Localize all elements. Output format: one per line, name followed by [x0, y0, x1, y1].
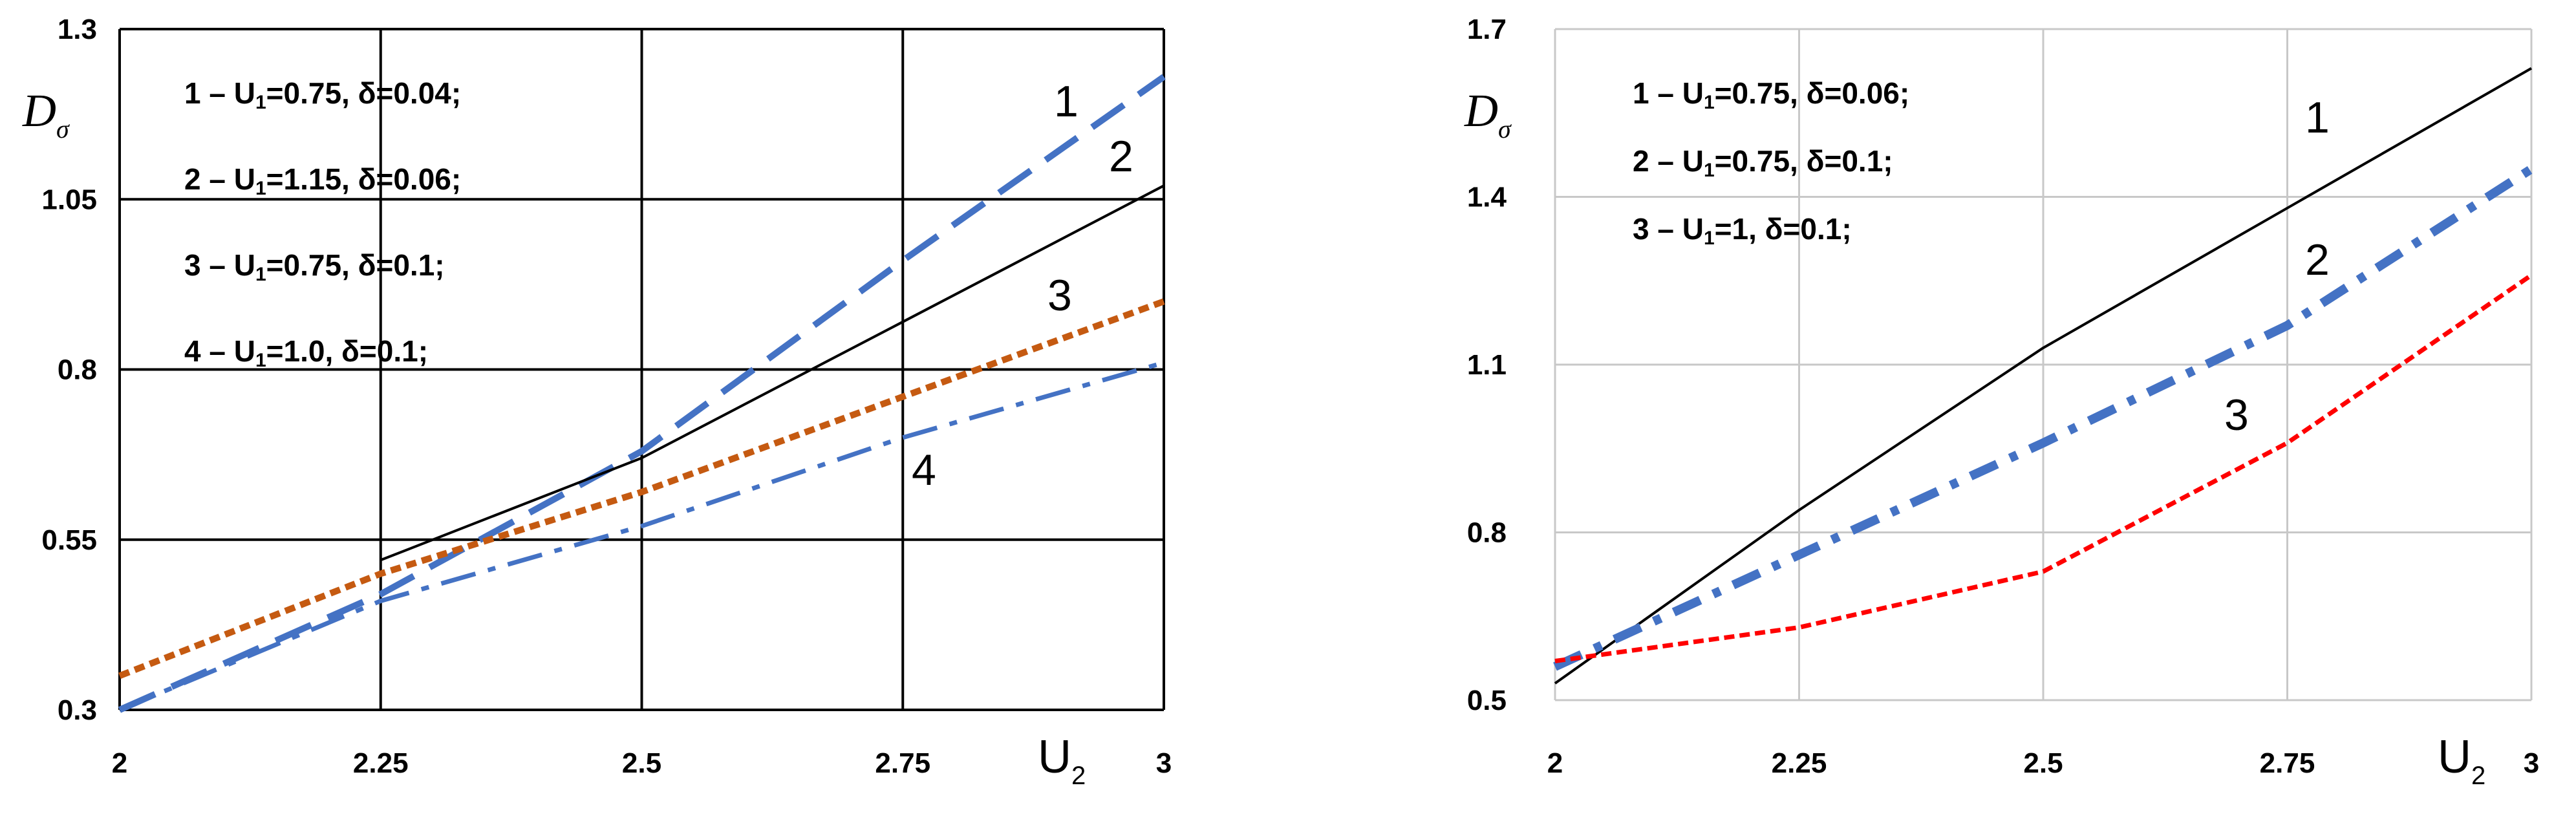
series-2-label: 2 — [1109, 132, 1133, 181]
y-tick-label: 0.5 — [1467, 685, 1507, 716]
legend-entry-3: 3 – U1=1, δ=0.1; — [1633, 212, 1852, 249]
x-axis-label: U2 — [1038, 731, 1086, 790]
y-axis-label: Dσ — [1464, 85, 1512, 144]
series-3-line — [1554, 273, 2533, 663]
y-tick-label: 0.8 — [58, 354, 97, 386]
series-4-line — [118, 360, 1165, 712]
series-2-line — [1553, 165, 2534, 671]
x-tick-label: 3 — [1156, 747, 1172, 779]
x-tick-label: 2.5 — [2023, 747, 2063, 779]
legend-entry-2: 2 – U1=1.15, δ=0.06; — [184, 162, 461, 199]
y-tick-label: 1.4 — [1467, 182, 1507, 213]
grid — [1554, 28, 2533, 701]
series-1-label: 1 — [2305, 93, 2330, 142]
chart-1: 0.30.550.81.051.32 2.25 2.5 2.75 3DσU212341 … — [22, 14, 1172, 790]
x-axis-label: U2 — [2438, 731, 2485, 790]
series-2-label: 2 — [2305, 235, 2330, 284]
series-3-label: 3 — [1047, 271, 1072, 320]
series-3-line — [118, 298, 1165, 679]
y-tick-label: 1.7 — [1467, 14, 1507, 45]
series-2-line — [380, 184, 1165, 562]
x-tick-label: 2.25 — [1772, 747, 1827, 779]
x-tick-label: 3 — [2524, 747, 2539, 779]
legend-entry-4: 4 – U1=1.0, δ=0.1; — [184, 334, 428, 371]
grid — [118, 28, 1165, 711]
legend-entry-1: 1 – U1=0.75, δ=0.06; — [1633, 76, 1909, 113]
x-tick-label: 2.5 — [622, 747, 661, 779]
legend-entry-2: 2 – U1=0.75, δ=0.1; — [1633, 144, 1893, 181]
legend-entry-1: 1 – U1=0.75, δ=0.04; — [184, 76, 461, 113]
x-tick-label: 2.75 — [875, 747, 930, 779]
y-tick-label: 1.1 — [1467, 349, 1507, 381]
y-axis-label: Dσ — [22, 85, 70, 144]
series-1-label: 1 — [1054, 77, 1079, 126]
series-4-label: 4 — [912, 445, 936, 495]
chart-2: 0.5 0.8 1.1 1.4 1.7 2 2.25 2.5 2.75 3 Dσ U2 1 2 3 1 – U… — [1464, 14, 2539, 790]
x-tick-label: 2.75 — [2260, 747, 2315, 779]
series-1-line — [118, 74, 1166, 713]
x-tick-label: 2.25 — [353, 747, 409, 779]
series-3-label: 3 — [2224, 390, 2249, 440]
y-tick-label: 0.3 — [58, 694, 97, 726]
y-tick-label: 0.8 — [1467, 517, 1507, 549]
legend: 1 – U1=0.75, δ=0.06; 2 – U1=0.75, δ=0.1; 3… — [1633, 76, 1909, 249]
y-tick-label: 1.05 — [41, 184, 97, 215]
legend-entry-3: 3 – U1=0.75, δ=0.1; — [184, 248, 445, 285]
y-tick-label: 1.3 — [58, 14, 97, 45]
x-tick-label: 2 — [1547, 747, 1563, 779]
series-1-line — [1554, 67, 2532, 685]
y-tick-label: 0.55 — [41, 524, 97, 556]
legend: 1 – U1=0.75, δ=0.04; 2 – U1=1.15, δ=0.06;… — [184, 76, 461, 371]
x-tick-label: 2 — [112, 747, 127, 779]
